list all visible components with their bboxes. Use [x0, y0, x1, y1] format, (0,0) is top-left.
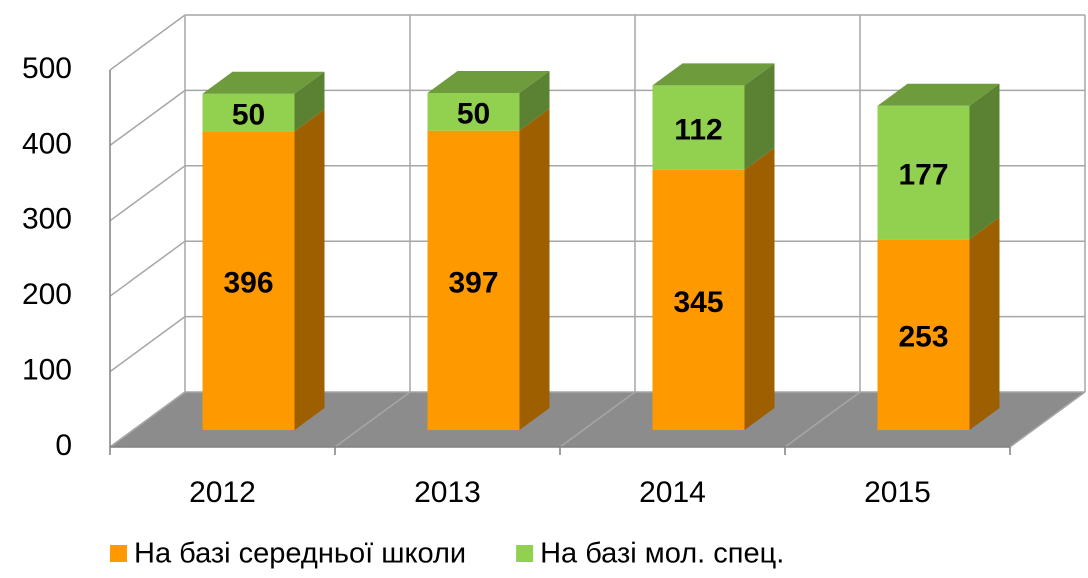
floor-divider	[559, 391, 636, 448]
bar-side	[969, 83, 1000, 240]
bar-top	[427, 70, 550, 93]
x-tick-label: 2013	[414, 476, 481, 509]
value-label: 345	[673, 286, 723, 319]
y-tick-label: 0	[55, 429, 72, 462]
x-tick-label: 2012	[189, 476, 256, 509]
legend-swatch	[110, 545, 127, 562]
bar	[652, 169, 745, 430]
bar-side	[519, 108, 550, 431]
grid-line	[109, 240, 186, 297]
bar	[877, 105, 970, 240]
y-tick-label: 200	[22, 278, 72, 311]
legend-label: На базі середньої школи	[134, 538, 466, 570]
floor-divider	[334, 391, 411, 448]
floor-divider	[109, 391, 186, 448]
x-tick-label: 2015	[864, 476, 931, 509]
grid-line	[109, 89, 186, 147]
floor-divider	[1009, 391, 1086, 448]
bar-side	[744, 63, 775, 170]
bar	[427, 92, 520, 131]
y-tick-label: 100	[22, 354, 72, 387]
y-tick-label: 400	[22, 127, 72, 160]
x-tick-label: 2014	[639, 476, 706, 509]
grid-line	[109, 315, 186, 373]
grid-line	[109, 14, 186, 71]
bar-side	[969, 217, 1000, 430]
y-tick-label: 300	[22, 203, 72, 236]
y-tick-label: 500	[22, 52, 72, 85]
legend-label: На базі мол. спец.	[540, 538, 784, 570]
bar-top	[652, 63, 775, 86]
bar	[427, 130, 520, 431]
value-label: 177	[898, 158, 948, 191]
bar	[877, 239, 970, 430]
bar-top	[877, 83, 1000, 106]
bar	[202, 93, 295, 132]
value-label: 112	[674, 114, 722, 147]
grid-line	[109, 165, 186, 222]
value-label: 50	[457, 98, 490, 131]
bar-side	[294, 109, 325, 430]
bar-side	[744, 147, 775, 430]
bar-side	[519, 70, 550, 131]
value-label: 396	[223, 267, 273, 300]
value-label: 253	[898, 321, 948, 354]
bar-top	[202, 71, 325, 94]
bar	[202, 131, 295, 430]
bar-side	[294, 71, 325, 132]
legend-swatch	[516, 545, 534, 562]
floor-divider	[784, 391, 861, 448]
value-label: 50	[232, 98, 265, 131]
value-label: 397	[448, 266, 498, 299]
bar	[652, 85, 745, 170]
